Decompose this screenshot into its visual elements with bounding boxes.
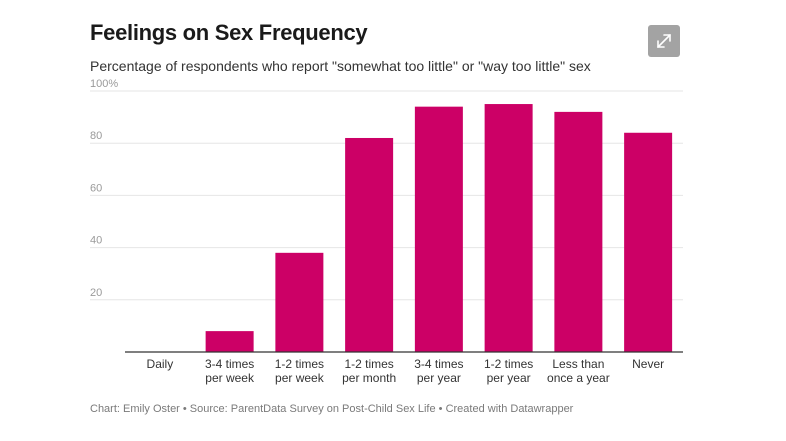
x-tick-label: 1-2 times <box>275 357 324 371</box>
bar-3 <box>275 252 324 352</box>
footer-credit: Chart: Emily Oster • Source: ParentData … <box>90 403 574 415</box>
y-tick-label: 100% <box>90 78 118 90</box>
y-tick-label: 20 <box>90 287 102 299</box>
x-tick-label: Less than <box>552 357 604 371</box>
x-tick-label: once a year <box>547 371 610 385</box>
chart-title: Feelings on Sex Frequency <box>90 20 368 45</box>
expand-arrows-icon <box>657 34 671 48</box>
y-tick-label: 80 <box>90 130 102 142</box>
x-tick-label: per week <box>275 371 325 385</box>
x-tick-label: per week <box>205 371 255 385</box>
bar-5 <box>414 106 463 352</box>
x-tick-label: 3-4 times <box>205 357 254 371</box>
x-tick-label: per year <box>417 371 461 385</box>
x-tick-label: per month <box>342 371 396 385</box>
bar-2 <box>205 331 254 352</box>
chart-subtitle: Percentage of respondents who report "so… <box>90 58 591 74</box>
bar-7 <box>554 111 603 352</box>
expand-button[interactable] <box>648 25 680 57</box>
x-tick-label: 1-2 times <box>344 357 393 371</box>
x-tick-label: per year <box>487 371 531 385</box>
bar-8 <box>624 132 673 352</box>
bar-6 <box>484 104 533 352</box>
y-tick-label: 40 <box>90 235 102 247</box>
x-tick-label: Never <box>632 357 664 371</box>
y-tick-label: 60 <box>90 182 102 194</box>
x-tick-label: Daily <box>147 357 174 371</box>
x-tick-label: 1-2 times <box>484 357 533 371</box>
bar-4 <box>345 137 394 352</box>
x-tick-label: 3-4 times <box>414 357 463 371</box>
